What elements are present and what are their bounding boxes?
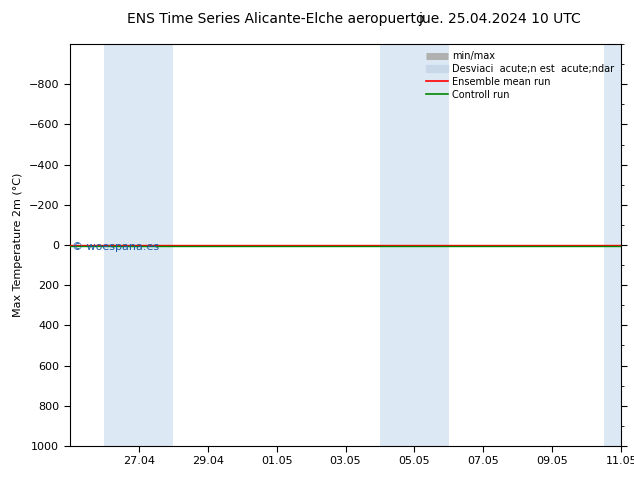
Bar: [380, 44, 449, 446]
Text: © woespana.es: © woespana.es: [72, 242, 160, 252]
Text: ENS Time Series Alicante-Elche aeropuerto: ENS Time Series Alicante-Elche aeropuert…: [127, 12, 424, 26]
Y-axis label: Max Temperature 2m (°C): Max Temperature 2m (°C): [13, 173, 23, 317]
Bar: [104, 44, 173, 446]
Bar: [604, 44, 621, 446]
Text: jue. 25.04.2024 10 UTC: jue. 25.04.2024 10 UTC: [418, 12, 581, 26]
Legend: min/max, Desviaci  acute;n est  acute;ndar, Ensemble mean run, Controll run: min/max, Desviaci acute;n est acute;ndar…: [422, 47, 618, 103]
